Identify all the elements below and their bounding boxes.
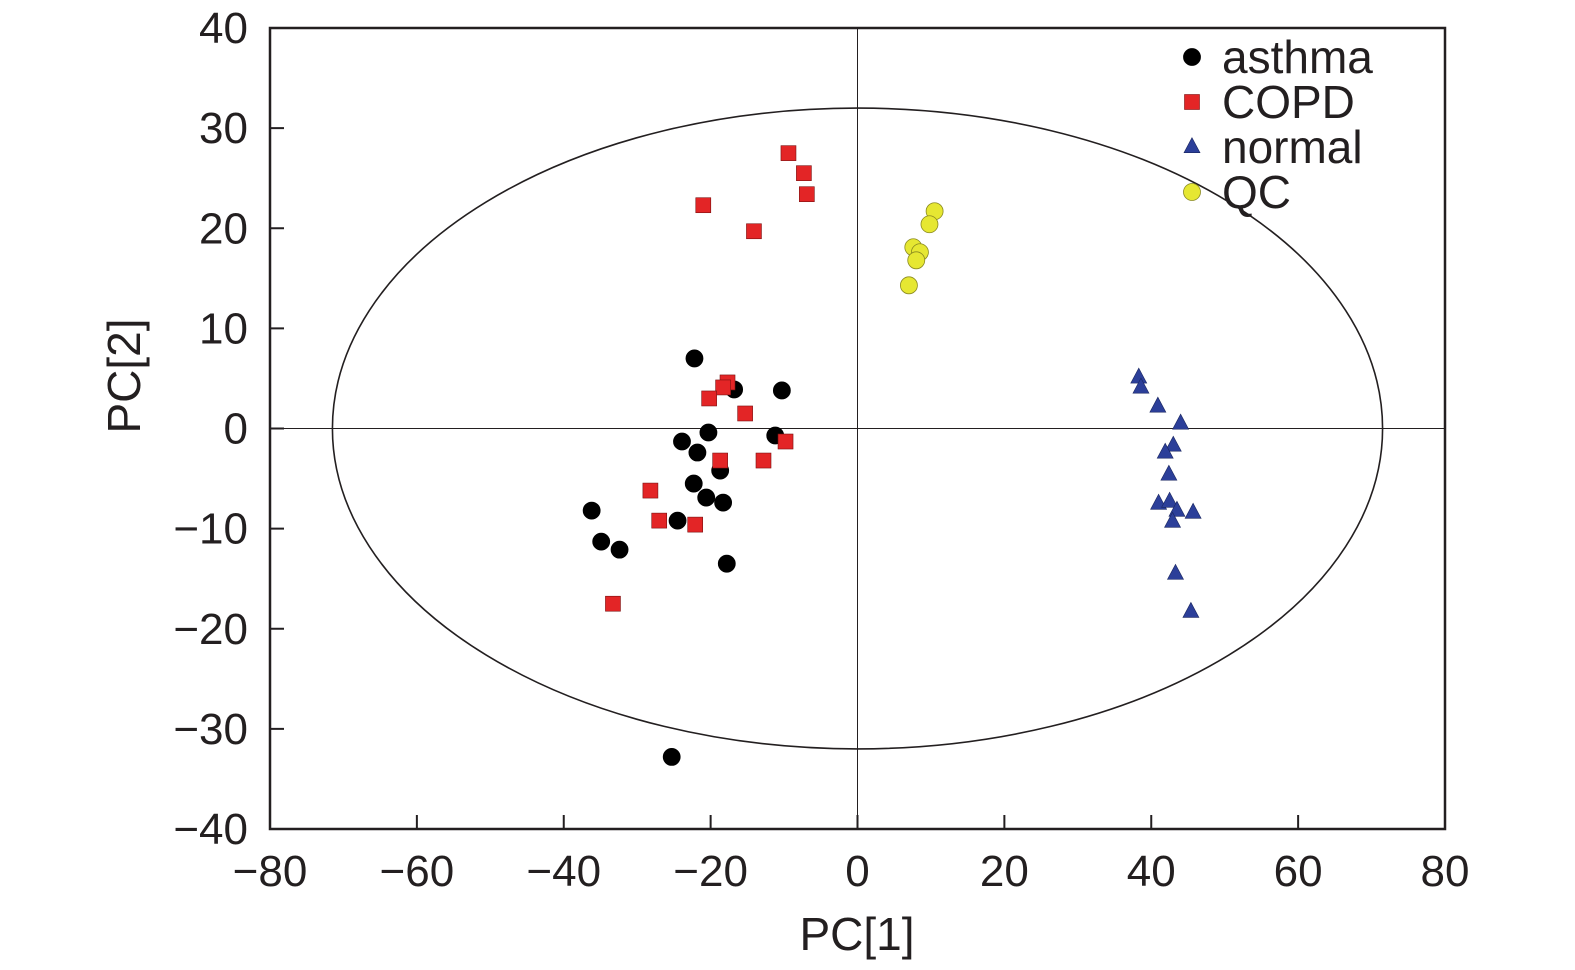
asthma-point <box>592 532 611 551</box>
legend-entry-asthma: asthma <box>1183 31 1373 83</box>
legend-label: asthma <box>1222 31 1373 83</box>
normal-point <box>1160 464 1178 481</box>
legend-label: normal <box>1222 121 1363 173</box>
x-tick-label: 20 <box>980 847 1029 896</box>
asthma-point <box>717 554 736 573</box>
y-axis-ticks: −40 −30 −20 −10 0 10 20 30 40 <box>173 4 284 854</box>
normal-point <box>1166 563 1184 580</box>
copd-point <box>605 595 621 612</box>
y-tick-label: 10 <box>199 304 248 353</box>
legend-entry-copd: COPD <box>1184 76 1355 128</box>
asthma-point <box>673 432 691 451</box>
series-qc-points <box>900 202 944 295</box>
copd-point <box>737 405 753 422</box>
copd-point <box>799 186 815 203</box>
normal-point <box>1164 435 1182 452</box>
asthma-point <box>685 349 704 368</box>
x-tick-label: 60 <box>1274 847 1323 896</box>
y-tick-label: −10 <box>173 505 248 554</box>
reference-lines-layer <box>270 28 1445 829</box>
asthma-point <box>668 511 687 530</box>
qc-point <box>907 251 926 270</box>
copd-point <box>746 223 762 240</box>
x-tick-label: 80 <box>1421 847 1470 896</box>
asthma-point <box>697 488 716 507</box>
normal-point <box>1164 511 1182 528</box>
legend-marker-normal <box>1183 137 1201 153</box>
normal-point <box>1132 377 1150 394</box>
series-copd-points <box>605 145 815 612</box>
y-tick-label: −40 <box>173 805 248 854</box>
normal-point <box>1182 601 1200 618</box>
x-tick-label: −40 <box>526 847 601 896</box>
qc-point <box>900 276 918 295</box>
legend-label: COPD <box>1222 76 1355 128</box>
series-asthma-points <box>582 349 791 766</box>
y-axis-label: PC[2] <box>98 318 150 433</box>
asthma-point <box>662 748 681 766</box>
y-tick-label: 0 <box>224 405 248 454</box>
x-tick-label: −80 <box>233 847 308 896</box>
x-tick-label: −20 <box>673 847 748 896</box>
y-tick-label: 20 <box>199 204 248 253</box>
copd-point <box>695 197 712 214</box>
copd-point <box>651 512 668 529</box>
legend-marker-copd <box>1184 94 1200 110</box>
asthma-point <box>688 443 707 462</box>
asthma-point <box>610 540 629 559</box>
data-points-layer <box>582 145 1202 766</box>
copd-point <box>712 452 728 469</box>
y-tick-label: −20 <box>173 605 248 654</box>
x-axis-label: PC[1] <box>799 908 914 960</box>
asthma-point <box>684 474 703 493</box>
asthma-point <box>582 501 601 520</box>
x-axis-ticks: −80 −60 −40 −20 0 20 40 60 80 <box>233 815 1470 896</box>
series-normal-points <box>1130 367 1202 618</box>
legend-entry-qc: QC <box>1183 166 1291 218</box>
normal-point <box>1161 491 1179 508</box>
asthma-point <box>714 493 733 512</box>
qc-point <box>920 215 939 234</box>
legend-marker-asthma <box>1183 48 1201 66</box>
copd-point <box>642 482 659 499</box>
normal-point <box>1149 396 1167 413</box>
normal-point <box>1156 442 1174 459</box>
copd-point <box>780 145 797 161</box>
normal-point <box>1172 413 1190 430</box>
y-tick-label: 40 <box>199 4 248 53</box>
copd-point <box>777 433 794 450</box>
legend-marker-qc <box>1183 183 1201 201</box>
copd-point <box>687 516 704 533</box>
asthma-point <box>699 423 718 442</box>
legend-label: QC <box>1222 166 1291 218</box>
y-tick-label: −30 <box>173 705 248 754</box>
normal-point <box>1184 502 1202 519</box>
legend-entry-normal: normal <box>1183 121 1363 173</box>
x-tick-label: −60 <box>380 847 455 896</box>
copd-point <box>755 452 772 469</box>
copd-point <box>701 390 717 407</box>
copd-point <box>715 379 731 396</box>
copd-point <box>796 165 812 181</box>
y-tick-label: 30 <box>199 104 248 153</box>
x-tick-label: 40 <box>1127 847 1176 896</box>
asthma-point <box>772 381 791 400</box>
x-tick-label: 0 <box>845 847 869 896</box>
